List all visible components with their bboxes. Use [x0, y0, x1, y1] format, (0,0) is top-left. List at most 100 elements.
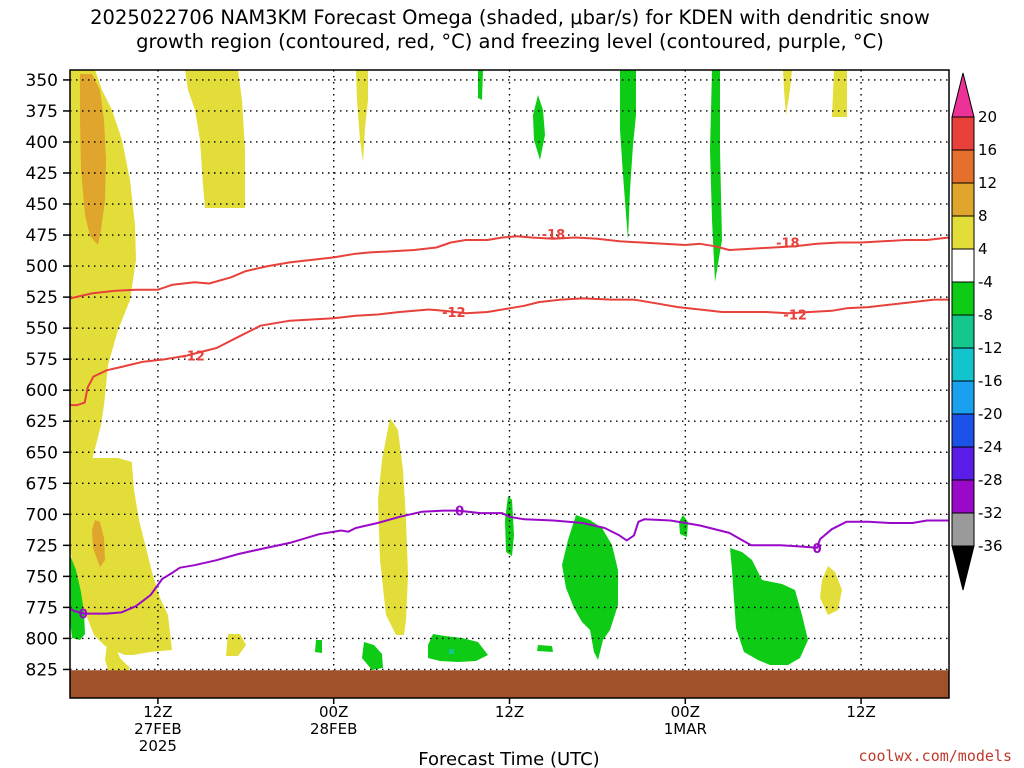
colorbar-label-2: 12	[978, 174, 997, 192]
colorbar-label-1: 16	[978, 141, 997, 159]
colorbar-top-arrow	[951, 72, 975, 118]
colorbar-label-11: -28	[978, 471, 1003, 489]
omega-region-green-mid-2	[730, 548, 808, 665]
omega-region-green-low-4	[537, 645, 553, 652]
x-tick-label-2-1: 12Z	[495, 703, 524, 721]
omega-region-green-low-3	[315, 640, 322, 653]
contour-line-0	[70, 235, 949, 300]
y-tick-label-500: 500	[26, 257, 58, 277]
omega-region-green-top-3	[620, 70, 636, 240]
y-tick-label-625: 625	[26, 412, 58, 432]
omega-region-yellow-column-right-2	[832, 70, 847, 117]
colorbar-label-12: -32	[978, 504, 1003, 522]
omega-region-yellow-lower-left	[92, 458, 132, 520]
x-tick-label-0-3: 2025	[139, 737, 177, 755]
omega-region-yellow-small-800	[226, 634, 246, 656]
omega-region-yellow-column-1	[185, 70, 245, 208]
y-tick-label-525: 525	[26, 288, 58, 308]
y-tick-label-375: 375	[26, 102, 58, 122]
colorbar-swatch-1	[951, 116, 975, 151]
y-tick-label-800: 800	[26, 629, 58, 649]
y-tick-label-675: 675	[26, 474, 58, 494]
contour-label-2-2: 0	[813, 542, 822, 557]
chart-title-line2: growth region (contoured, red, °C) and f…	[136, 30, 884, 53]
omega-region-green-top-1	[478, 70, 483, 100]
omega-region-orange-upper-left	[80, 74, 106, 245]
y-tick-label-350: 350	[26, 71, 58, 91]
y-axis: 350 375 400 425 450 475 500 525 550 575 600 625 650 6…	[26, 71, 70, 680]
omega-region-green-mid-4	[679, 515, 688, 537]
omega-region-green-left-edge	[70, 555, 85, 640]
colorbar-swatch-11	[951, 446, 975, 481]
colorbar-label-10: -24	[978, 438, 1003, 456]
colorbar-label-4: 4	[978, 240, 988, 258]
x-tick-label-1-2: 28FEB	[310, 720, 357, 738]
grid-lines	[70, 70, 949, 698]
contour-line-2	[70, 509, 949, 615]
omega-region-yellow-tall-mid	[378, 418, 408, 635]
x-tick-label-3-2: 1MAR	[664, 720, 707, 738]
contour-label-0-1: -18	[776, 237, 800, 252]
colorbar-label-13: -36	[978, 537, 1003, 555]
omega-region-green-low-2	[362, 642, 383, 670]
omega-region-green-top-2	[533, 95, 545, 160]
contour-label-2-0: 0	[79, 608, 88, 623]
colorbar-swatch-5	[951, 248, 975, 283]
colorbar-swatch-13	[951, 512, 975, 547]
y-tick-label-425: 425	[26, 164, 58, 184]
y-tick-label-825: 825	[26, 660, 58, 680]
contour-label-1-1: -12	[442, 306, 466, 321]
colorbar-label-3: 8	[978, 207, 988, 225]
colorbar-swatch-10	[951, 413, 975, 448]
contour-label-0-0: -18	[542, 228, 566, 243]
y-tick-label-775: 775	[26, 598, 58, 618]
colorbar-label-6: -8	[978, 306, 993, 324]
colorbar-swatch-2	[951, 149, 975, 184]
omega-region-yellow-small-bottom	[105, 644, 130, 678]
chart-title: 2025022706 NAM3KM Forecast Omega (shaded…	[0, 6, 1020, 54]
contour-label-1-2: -12	[783, 308, 807, 323]
terrain-fill	[70, 670, 949, 698]
colorbar-label-8: -16	[978, 372, 1003, 390]
colorbar-swatch-7	[951, 314, 975, 349]
colorbar-swatch-9	[951, 380, 975, 415]
contour-line-1	[70, 297, 949, 407]
y-tick-label-550: 550	[26, 319, 58, 339]
y-tick-label-400: 400	[26, 133, 58, 153]
colorbar-swatch-12	[951, 479, 975, 514]
colorbar-label-0: 20	[978, 108, 997, 126]
omega-region-green-low-1	[428, 634, 488, 662]
x-tick-label-4-1: 12Z	[846, 703, 875, 721]
y-tick-label-725: 725	[26, 536, 58, 556]
omega-region-yellow-column-right	[783, 70, 792, 115]
y-tick-label-475: 475	[26, 226, 58, 246]
y-tick-label-600: 600	[26, 381, 58, 401]
omega-region-orange-lower-left	[92, 520, 105, 567]
colorbar-swatch-8	[951, 347, 975, 382]
omega-region-green-top-4	[710, 70, 722, 282]
contour-lines: -18 -18 -12 -12 -12 0 0 0	[70, 228, 949, 623]
y-tick-label-750: 750	[26, 567, 58, 587]
omega-region-green-mid-1	[562, 515, 618, 660]
contour-label-1-0: -12	[181, 349, 205, 364]
x-tick-label-1-1: 00Z	[319, 703, 348, 721]
colorbar: 20 16 12 8 4 -4 -8 -12 -16 -20 -24 -28 -32 -36	[951, 72, 1003, 591]
x-axis-title: Forecast Time (UTC)	[418, 749, 599, 768]
x-tick-label-0-1: 12Z	[143, 703, 172, 721]
y-tick-label-450: 450	[26, 195, 58, 215]
omega-shading	[70, 70, 847, 678]
colorbar-swatch-6	[951, 281, 975, 316]
contour-label-2-1: 0	[455, 505, 464, 520]
y-tick-label-700: 700	[26, 505, 58, 525]
chart-title-line1: 2025022706 NAM3KM Forecast Omega (shaded…	[90, 6, 930, 29]
colorbar-label-5: -4	[978, 273, 993, 291]
x-tick-label-0-2: 27FEB	[134, 720, 181, 738]
y-tick-label-575: 575	[26, 350, 58, 370]
colorbar-swatch-3	[951, 182, 975, 217]
y-tick-label-650: 650	[26, 443, 58, 463]
colorbar-label-7: -12	[978, 339, 1003, 357]
omega-region-teal-dot	[449, 649, 454, 654]
omega-region-yellow-column-2	[356, 70, 368, 162]
